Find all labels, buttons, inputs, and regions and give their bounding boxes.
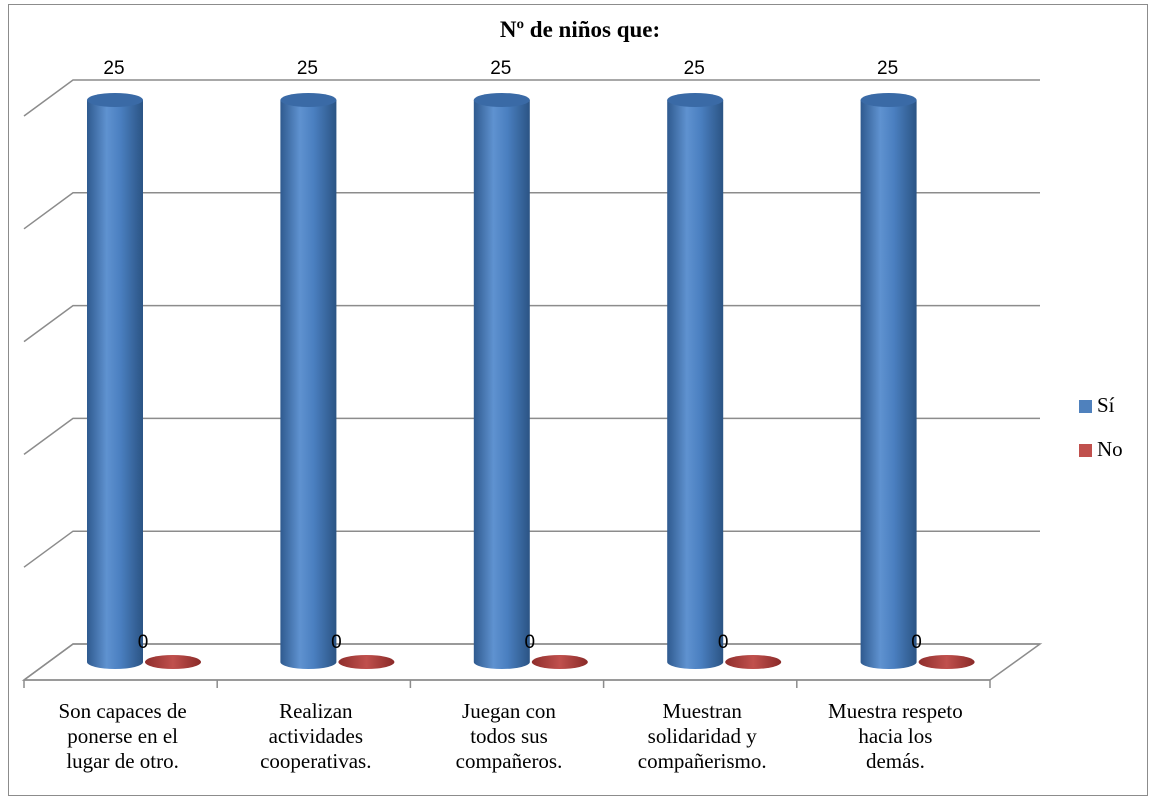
data-label: 0 [911, 632, 922, 653]
bar-no [918, 655, 975, 669]
legend-swatch [1079, 400, 1092, 413]
chart-title: Nº de niños que: [500, 17, 660, 42]
bar-cap [860, 93, 917, 107]
labels: 25 25 25 25 25 0 0 0 0 0 Son capaces de ponerse en … [58, 58, 962, 773]
legend-label: Sí [1097, 393, 1115, 417]
category-label: Realizan actividades cooperativas. [260, 699, 371, 773]
bar-si [473, 100, 530, 670]
category-label: Muestran solidaridad y compañerismo. [638, 699, 767, 773]
bar-no [145, 655, 201, 669]
data-label: 25 [297, 58, 318, 79]
legend: Sí No [1079, 393, 1123, 461]
bar-no [725, 655, 782, 669]
bar-cap [280, 93, 337, 107]
bar-no [338, 655, 395, 669]
bar-cap [87, 93, 143, 107]
data-label: 25 [490, 58, 511, 79]
bar-si [87, 100, 143, 669]
category-label: Juegan con todos sus compañeros. [456, 699, 563, 773]
bars [87, 93, 975, 670]
gridline [23, 79, 1040, 117]
bar-si [667, 100, 724, 670]
category-label: Son capaces de ponerse en el lugar de otro… [58, 699, 186, 773]
data-label: 0 [525, 632, 536, 653]
category-label: Muestra respeto hacia los demás. [828, 699, 963, 773]
legend-label: No [1097, 437, 1123, 461]
data-label: 0 [138, 632, 149, 653]
bar-si [860, 100, 917, 670]
data-label: 0 [718, 632, 729, 653]
bar-no [531, 655, 588, 669]
bar-cap [667, 93, 724, 107]
data-label: 25 [877, 58, 898, 79]
data-label: 25 [103, 58, 124, 79]
bar-si [280, 100, 337, 670]
legend-swatch [1079, 444, 1092, 457]
bar-cap [473, 93, 530, 107]
data-label: 0 [331, 632, 342, 653]
data-label: 25 [684, 58, 705, 79]
